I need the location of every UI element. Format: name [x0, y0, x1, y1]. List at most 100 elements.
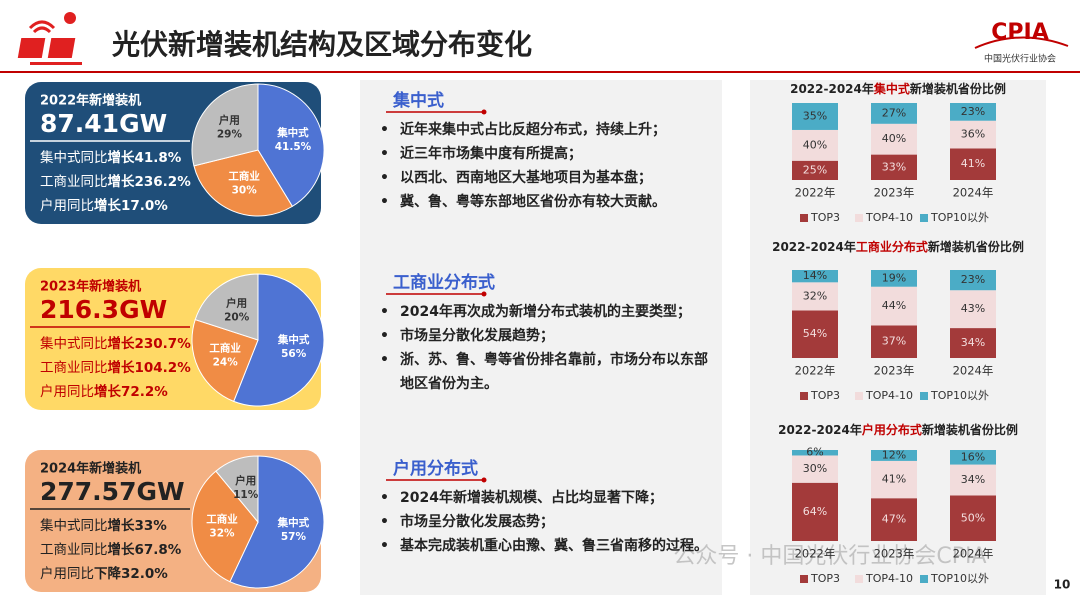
chart-title-part: 2022-2024年: [772, 239, 856, 254]
bar-value-label: 34%: [961, 336, 985, 349]
card-total: 277.57GW: [40, 477, 185, 506]
bar-value-label: 43%: [961, 302, 985, 315]
x-tick-label: 2023年: [874, 186, 915, 200]
bullet: 市场呈分散化发展趋势；: [378, 324, 718, 348]
card-heading: 2022年新增装机: [40, 93, 141, 109]
logo-text: CPIA: [991, 20, 1048, 45]
header-icon: [17, 12, 82, 65]
bar-segment: [792, 282, 838, 311]
bar-value-label: 27%: [882, 106, 906, 119]
slice-value-label: 57%: [281, 531, 307, 543]
card-heading: 2024年新增装机: [40, 461, 141, 477]
slice-value-label: 30%: [232, 185, 258, 197]
bar-segment: [792, 482, 838, 541]
chart-title-part: 户用分布式: [862, 422, 922, 437]
bar-segment: [950, 328, 996, 358]
pie-slice: [215, 455, 259, 524]
slice-value-label: 29%: [217, 129, 243, 141]
bar-value-label: 41%: [961, 157, 985, 170]
x-tick-label: 2024年: [953, 364, 994, 378]
bar-value-label: 30%: [803, 462, 827, 475]
bar-segment: [792, 450, 838, 456]
x-tick-label: 2022年: [795, 547, 836, 561]
legend-label: TOP4-10: [865, 389, 913, 402]
bar-segment: [871, 325, 917, 358]
x-tick-label: 2024年: [953, 547, 994, 561]
card-line-value: 增长33%: [108, 517, 168, 534]
logo-arc: [974, 36, 1069, 49]
slice-category: 工商业: [206, 513, 238, 526]
card-line: 工商业同比增长104.2%: [40, 359, 191, 376]
section-heading: 集中式: [393, 91, 444, 111]
card-line-label: 户用同比: [40, 197, 94, 214]
bar-value-label: 37%: [882, 335, 906, 348]
bar-value-label: 6%: [806, 446, 823, 459]
bar-segment: [950, 120, 996, 149]
bar-value-label: 41%: [882, 473, 906, 486]
slice-value-label: 56%: [281, 348, 307, 360]
card-line-label: 工商业同比: [40, 174, 108, 190]
bar-value-label: 54%: [803, 327, 827, 340]
section-heading: 户用分布式: [393, 459, 478, 479]
legend-swatch: [800, 214, 808, 222]
card-line-value: 增长41.8%: [108, 149, 182, 166]
pie-slice: [191, 83, 259, 167]
slice-category: 集中式: [277, 516, 310, 529]
legend-swatch: [855, 392, 863, 400]
legend-label: TOP10以外: [930, 389, 989, 402]
pie-slice: [229, 455, 325, 589]
card-line: 户用同比增长72.2%: [40, 383, 168, 400]
x-tick-label: 2024年: [953, 186, 994, 200]
chart-title-part: 2022-2024年: [790, 81, 874, 96]
bar-value-label: 14%: [803, 269, 827, 282]
chart-title: 2022-2024年户用分布式新增装机省份比例: [778, 422, 1018, 437]
legend-swatch: [855, 214, 863, 222]
slice-value-label: 32%: [209, 528, 235, 540]
card-line: 户用同比增长17.0%: [40, 197, 168, 214]
bar-value-label: 25%: [803, 163, 827, 176]
card-line: 集中式同比增长41.8%: [40, 149, 182, 166]
bullet: 市场呈分散化发展态势；: [378, 510, 718, 534]
bar-value-label: 36%: [961, 128, 985, 141]
card-line-value: 增长230.7%: [108, 335, 192, 352]
card-line: 工商业同比增长67.8%: [40, 541, 182, 558]
bar-segment: [871, 123, 917, 155]
chart-title: 2022-2024年工商业分布式新增装机省份比例: [772, 239, 1024, 254]
bar-segment: [871, 286, 917, 326]
slice-category: 集中式: [276, 126, 309, 139]
legend-swatch: [920, 575, 928, 583]
legend-label: TOP3: [810, 389, 840, 402]
card-line-label: 户用同比: [40, 565, 94, 582]
bar-segment: [950, 148, 996, 180]
bar-value-label: 23%: [961, 273, 985, 286]
bar-segment: [871, 460, 917, 499]
bar-segment: [871, 450, 917, 461]
card-line: 集中式同比增长230.7%: [40, 335, 191, 352]
legend-swatch: [920, 214, 928, 222]
chart-title-part: 新增装机省份比例: [922, 422, 1018, 437]
card-heading: 2023年新增装机: [40, 279, 141, 295]
heading-rule-dot: [481, 109, 487, 115]
bar-value-label: 32%: [803, 289, 827, 302]
chart-title: 2022-2024年集中式新增装机省份比例: [790, 81, 1006, 96]
chart-title-part: 集中式: [873, 81, 910, 96]
heading-rule-dot: [481, 477, 487, 483]
card-line-value: 下降32.0%: [94, 565, 168, 582]
legend-swatch: [920, 392, 928, 400]
bullet: 近三年市场集中度有所提高；: [378, 142, 718, 166]
bar-value-label: 19%: [882, 271, 906, 284]
bullet: 近年来集中式占比反超分布式，持续上升；: [378, 118, 718, 142]
bullet: 浙、苏、鲁、粤等省份排名靠前，市场分布以东部地区省份为主。: [378, 348, 718, 396]
slice-category: 工商业: [228, 170, 260, 183]
card-line-label: 工商业同比: [40, 360, 108, 376]
bar-value-label: 34%: [961, 473, 985, 486]
slice-category: 集中式: [277, 333, 310, 346]
x-tick-label: 2022年: [795, 186, 836, 200]
card-total: 216.3GW: [40, 295, 167, 324]
slice-value-label: 41.5%: [275, 141, 312, 153]
card-line-value: 增长72.2%: [94, 383, 168, 400]
bar-segment: [871, 270, 917, 287]
card-line-label: 集中式同比: [40, 336, 108, 352]
bullet: 以西北、西南地区大基地项目为基本盘；: [378, 166, 718, 190]
bar-value-label: 44%: [882, 299, 906, 312]
